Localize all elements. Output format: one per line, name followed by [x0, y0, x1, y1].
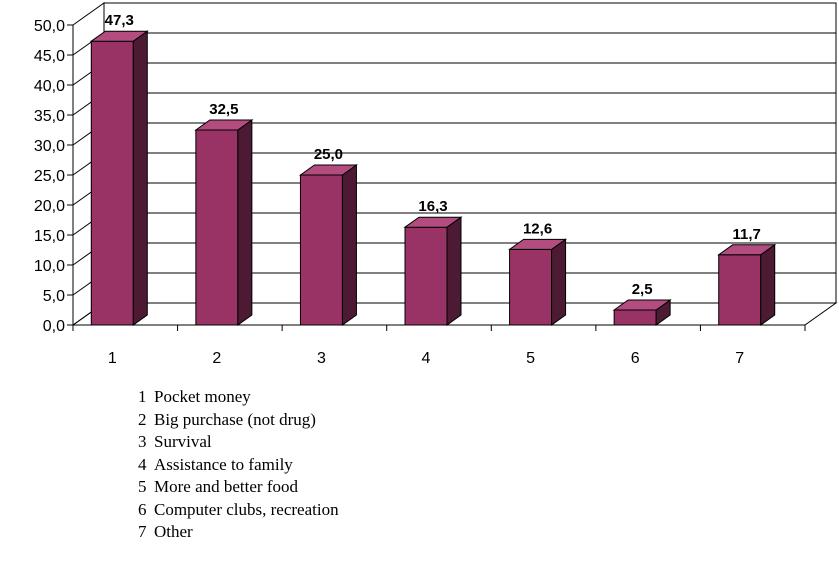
gridline: [72, 62, 836, 86]
y-tick-label: 40,0: [34, 78, 65, 95]
gridline: [72, 32, 836, 56]
x-tick-label-3: 3: [317, 350, 326, 367]
category-legend: 1 Pocket money 2 Big purchase (not drug) 3 Su…: [138, 386, 339, 544]
gridline: [72, 122, 836, 146]
bar-7: [718, 254, 762, 326]
legend-item-number: 5: [138, 477, 147, 496]
bar-side-1: [132, 30, 148, 326]
bar-5: [509, 248, 553, 326]
gridline: [72, 92, 836, 116]
legend-item-number: 2: [138, 409, 147, 429]
legend-item-label: Survival: [154, 432, 212, 451]
data-label-5: 12,6: [523, 220, 552, 237]
legend-item-label: Pocket money: [154, 387, 251, 406]
bars: [89, 30, 777, 326]
legend-item-number: 7: [138, 522, 147, 541]
x-tick-label-5: 5: [526, 350, 535, 367]
x-tick-label-6: 6: [631, 350, 640, 367]
x-tick-label-7: 7: [735, 350, 744, 367]
bar-top-1: [89, 30, 149, 42]
legend-item: 1 Pocket money: [138, 386, 339, 409]
legend-item: 3 Survival: [138, 431, 339, 454]
x-tick-label-1: 1: [108, 350, 117, 367]
y-tick-label: 20,0: [34, 198, 65, 215]
bar-side-4: [446, 216, 462, 326]
legend-item-label: Computer clubs, recreation: [154, 499, 339, 519]
y-tick-label: 0,0: [43, 318, 65, 335]
legend-item-label: Assistance to family: [154, 454, 293, 474]
gridline: [72, 152, 836, 176]
legend-item-label: Other: [154, 522, 193, 541]
legend-item-number: 6: [138, 499, 147, 519]
bar-6: [613, 309, 657, 326]
bar-top-4: [403, 216, 463, 228]
legend-item: 7 Other: [138, 521, 339, 544]
bar-2: [195, 129, 239, 326]
bar-4: [404, 226, 448, 326]
data-label-2: 32,5: [209, 101, 238, 118]
bar-side-5: [551, 238, 567, 326]
bar-top-5: [508, 238, 568, 250]
bar-3: [299, 174, 343, 326]
data-label-4: 16,3: [418, 198, 447, 215]
gridline: [72, 182, 836, 206]
data-label-1: 47,3: [105, 12, 134, 29]
legend-item-label: More and better food: [154, 477, 298, 496]
x-tick-labels: 1 2 3 4 5 6 7: [108, 350, 744, 367]
bar-top-3: [298, 164, 358, 176]
y-tick-label: 25,0: [34, 168, 65, 185]
data-label-3: 25,0: [314, 146, 343, 163]
data-label-7: 11,7: [733, 226, 761, 243]
y-tick-label: 30,0: [34, 138, 65, 155]
y-tick-label: 10,0: [34, 258, 65, 275]
y-tick-labels: 0,0 5,0 10,0 15,0 20,0 25,0 30,0 35,0 40,0 45,0 50…: [34, 18, 65, 335]
legend-item: 5 More and better food: [138, 476, 339, 499]
bar-side-2: [237, 119, 253, 326]
data-labels: 47,3 32,5 25,0 16,3 12,6 2,5 11,7: [105, 12, 761, 298]
bar-chart: 0,0 5,0 10,0 15,0 20,0 25,0 30,0 35,0 40,0 45,0 50…: [34, 2, 838, 367]
y-tick-label: 5,0: [43, 288, 65, 305]
y-tick-label: 15,0: [34, 228, 65, 245]
legend-item: 4 Assistance to family: [138, 454, 339, 477]
bar-top-6: [612, 299, 672, 311]
data-label-6: 2,5: [632, 281, 653, 298]
legend-item-label: Big purchase (not drug): [154, 409, 316, 429]
legend-item-number: 1: [138, 387, 147, 406]
legend-item-number: 3: [138, 432, 147, 451]
legend-item: 6 Computer clubs, recreation: [138, 499, 339, 522]
x-tick-label-4: 4: [422, 350, 431, 367]
legend-item-number: 4: [138, 454, 147, 474]
bar-top-2: [194, 119, 254, 131]
y-tick-label: 45,0: [34, 48, 65, 65]
x-tick-label-2: 2: [212, 350, 221, 367]
legend-item: 2 Big purchase (not drug): [138, 409, 339, 432]
y-tick-label: 50,0: [34, 18, 65, 35]
bar-side-7: [760, 243, 776, 326]
bar-top-7: [717, 244, 777, 256]
bar-1: [90, 40, 134, 326]
bar-side-3: [341, 164, 357, 326]
y-tick-label: 35,0: [34, 108, 65, 125]
